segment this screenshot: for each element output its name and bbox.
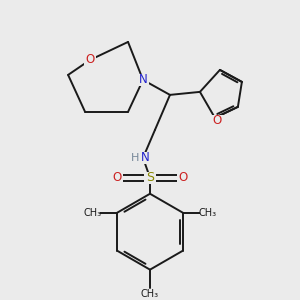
Bar [177,172,189,184]
Bar [111,172,123,184]
Text: O: O [85,53,95,66]
Text: CH₃: CH₃ [199,208,217,218]
Bar [211,115,223,127]
Text: O: O [212,114,221,127]
Bar [137,74,149,86]
Bar [144,172,156,184]
Text: O: O [112,171,122,184]
Text: N: N [139,74,147,86]
Bar [200,208,216,218]
Text: CH₃: CH₃ [83,208,101,218]
Text: N: N [141,151,149,164]
Bar [142,289,158,298]
Text: H: H [131,153,139,163]
Bar [129,152,149,164]
Bar [84,54,96,66]
Text: CH₃: CH₃ [141,289,159,298]
Bar [84,208,100,218]
Text: O: O [178,171,188,184]
Text: S: S [146,171,154,184]
